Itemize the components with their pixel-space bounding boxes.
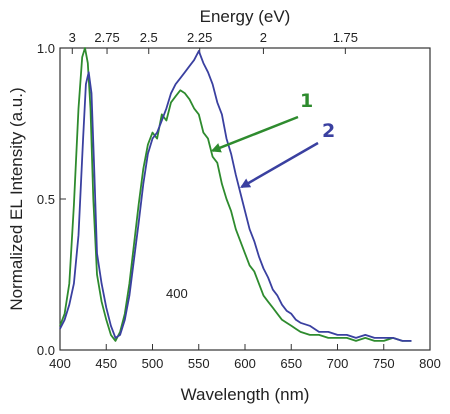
- x-tick-label: 800: [419, 356, 441, 371]
- top-tick-label: 3: [69, 30, 76, 45]
- left-axis-ticks: 0.0 0.5 1.0: [37, 41, 66, 358]
- top-tick-label: 2.25: [187, 30, 212, 45]
- inner-label: 400: [166, 286, 188, 301]
- annotation-arrow-1: [210, 115, 299, 153]
- x-tick-label: 500: [142, 356, 164, 371]
- x-tick-label: 700: [327, 356, 349, 371]
- top-tick-label: 1.75: [333, 30, 358, 45]
- top-axis-ticks: 3 2.75 2.5 2.25 2 1.75: [69, 30, 358, 54]
- annotation-label-1: 1: [300, 90, 313, 112]
- x-tick-label: 600: [234, 356, 256, 371]
- x-tick-label: 450: [95, 356, 117, 371]
- x-tick-label: 550: [188, 356, 210, 371]
- y-axis-title: Normalized EL Intensity (a.u.): [7, 87, 26, 310]
- x-tick-label: 400: [49, 356, 71, 371]
- series-layer: [59, 47, 412, 342]
- top-tick-label: 2.5: [140, 30, 158, 45]
- x-tick-label: 650: [280, 356, 302, 371]
- top-tick-label: 2: [260, 30, 267, 45]
- series-line-2: [59, 50, 412, 342]
- bottom-axis-ticks: 400 450 500 550 600 650 700 750 800: [49, 344, 441, 371]
- annotation-arrow-2: [240, 141, 319, 188]
- top-tick-label: 2.75: [94, 30, 119, 45]
- x-axis-title: Wavelength (nm): [181, 385, 310, 404]
- series-line-1: [59, 47, 412, 342]
- y-tick-label: 0.0: [37, 343, 55, 358]
- plot-frame: [59, 47, 431, 351]
- x-tick-label: 750: [373, 356, 395, 371]
- annotation-label-2: 2: [322, 120, 335, 142]
- top-axis-title: Energy (eV): [200, 7, 291, 26]
- y-tick-label: 1.0: [37, 41, 55, 56]
- y-tick-label: 0.5: [37, 192, 55, 207]
